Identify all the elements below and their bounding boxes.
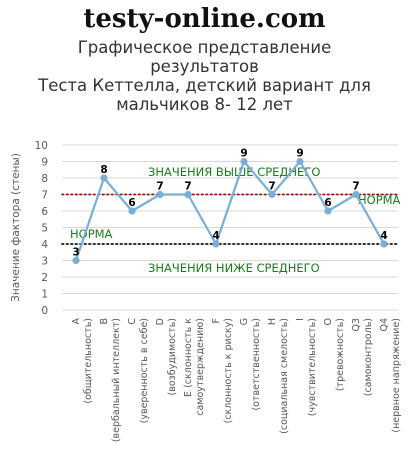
- x-tick-label: Q3: [351, 318, 362, 332]
- annotation-label: НОРМА: [70, 227, 113, 241]
- x-tick-label: I: [295, 318, 306, 321]
- data-point: [352, 190, 360, 199]
- annotation-label: НОРМА: [358, 193, 401, 207]
- data-label: 4: [380, 230, 387, 242]
- annotation-label: ЗНАЧЕНИЯ ВЫШЕ СРЕДНЕГО: [148, 165, 320, 179]
- data-label: 7: [268, 181, 275, 193]
- y-tick-label: 7: [41, 190, 48, 202]
- data-point: [72, 256, 80, 265]
- data-point: [324, 207, 332, 215]
- y-tick-label: 4: [41, 239, 48, 251]
- y-tick-label: 2: [41, 272, 48, 284]
- data-label: 9: [240, 148, 247, 160]
- data-point: [184, 190, 192, 199]
- y-tick-label: 9: [41, 157, 48, 169]
- x-tick-label: (склонность к риску): [223, 318, 234, 423]
- site-title: testy-online.com: [83, 4, 326, 34]
- x-tick-label: (вербальный интеллект): [111, 318, 122, 442]
- chart-title-line: Теста Кеттелла, детский вариант для: [38, 76, 371, 95]
- x-tick-label: A: [71, 318, 82, 325]
- chart-title: Графическое представление результатов Те…: [10, 38, 399, 114]
- x-tick-label: (возбудимость): [167, 318, 178, 395]
- data-point: [268, 190, 276, 199]
- data-label: 6: [324, 197, 331, 209]
- chart-title-line: мальчиков 8- 12 лет: [116, 95, 293, 114]
- data-point: [380, 240, 388, 248]
- data-point: [128, 207, 136, 215]
- x-tick-label: C: [127, 318, 138, 325]
- x-tick-label: самоутверждению): [195, 318, 206, 416]
- y-tick-label: 8: [41, 173, 48, 185]
- x-tick-label: H: [267, 318, 278, 325]
- y-tick-label: 3: [41, 256, 48, 268]
- x-tick-label: B: [99, 318, 110, 325]
- chart-title-line: Графическое представление: [77, 38, 332, 57]
- data-point: [100, 174, 108, 182]
- data-label: 6: [128, 197, 135, 209]
- data-label: 7: [352, 181, 359, 193]
- x-tick-label: O: [323, 318, 334, 325]
- x-tick-label: G: [239, 318, 250, 325]
- data-label: 4: [212, 230, 219, 242]
- x-tick-label: (социальная смелость): [279, 318, 290, 434]
- y-tick-label: 5: [41, 223, 48, 235]
- data-point: [296, 157, 304, 166]
- data-label: 7: [156, 181, 163, 193]
- x-tick-label: E (склонность к: [183, 318, 194, 397]
- y-tick-label: 1: [41, 289, 48, 301]
- annotation-label: ЗНАЧЕНИЯ НИЖЕ СРЕДНЕГО: [148, 261, 320, 275]
- x-tick-label: (самоконтроль): [363, 318, 374, 396]
- data-point: [156, 190, 164, 199]
- x-tick-label: (чувствительность): [307, 318, 318, 416]
- x-tick-label: F: [211, 318, 222, 323]
- x-tick-label: D: [155, 318, 166, 325]
- series-line: [74, 160, 385, 261]
- data-point: [240, 157, 248, 166]
- data-label: 7: [184, 181, 191, 193]
- data-point: [212, 240, 220, 248]
- x-tick-label: (тревожность): [335, 318, 346, 391]
- chart-title-line: результатов: [150, 57, 259, 76]
- data-label: 9: [296, 148, 303, 160]
- y-tick-label: 6: [41, 206, 48, 218]
- x-tick-label: (общительность): [83, 318, 94, 404]
- x-tick-label: (нервное напряжение): [391, 318, 402, 433]
- x-tick-label: (ответственность): [251, 318, 262, 411]
- data-label: 8: [100, 164, 107, 176]
- y-axis-label: Значение фактора (стены): [10, 153, 22, 302]
- y-tick-label: 10: [35, 140, 48, 152]
- x-tick-label: (уверенность в себе): [139, 318, 150, 423]
- data-label: 3: [72, 247, 79, 259]
- y-tick-label: 0: [41, 305, 48, 317]
- x-tick-label: Q4: [379, 318, 390, 332]
